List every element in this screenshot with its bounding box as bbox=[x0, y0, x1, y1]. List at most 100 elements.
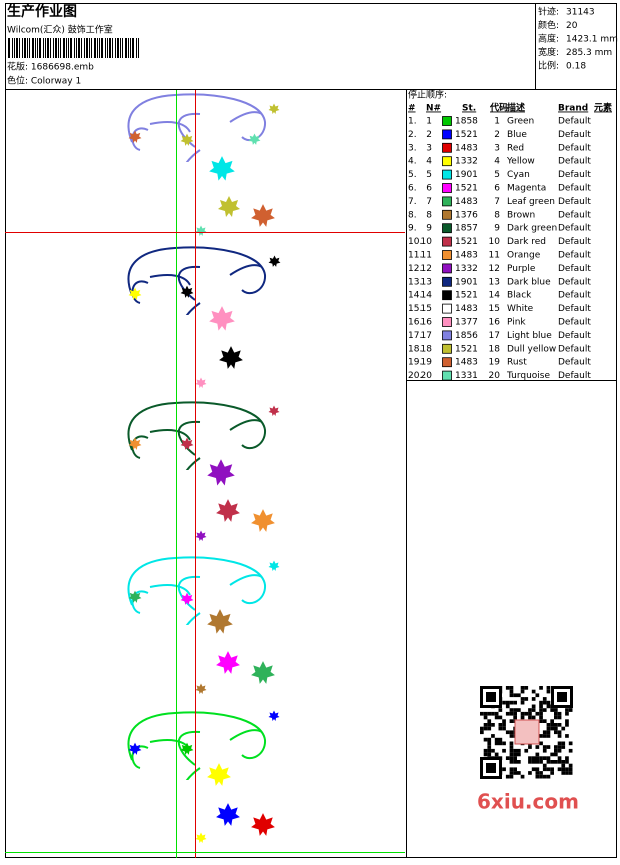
color-swatch bbox=[442, 236, 452, 247]
qr-cell bbox=[535, 745, 540, 749]
qr-cell bbox=[480, 726, 484, 731]
bar-stripe bbox=[107, 38, 108, 58]
qr-cell bbox=[568, 767, 573, 772]
swirl bbox=[127, 93, 267, 162]
row-index: 17. bbox=[408, 331, 422, 341]
qr-cell bbox=[513, 767, 517, 772]
bar-stripe bbox=[12, 38, 13, 58]
qr-cell bbox=[505, 700, 510, 705]
row-code: 5 bbox=[494, 170, 500, 180]
leaf bbox=[216, 803, 240, 826]
bar-stripe bbox=[37, 38, 38, 58]
row-index: 15. bbox=[408, 304, 422, 314]
row-stitches: 1521 bbox=[455, 184, 478, 194]
row-n: 7 bbox=[426, 197, 432, 207]
qr-cell bbox=[539, 686, 543, 690]
row-description: Dark red bbox=[507, 237, 546, 247]
leaf bbox=[195, 377, 207, 388]
qr-cell bbox=[520, 711, 525, 716]
row-index: 2. bbox=[408, 130, 417, 140]
qr-cell bbox=[513, 708, 517, 712]
row-n: 4 bbox=[426, 157, 432, 167]
bar-stripe bbox=[60, 38, 61, 58]
swirl bbox=[127, 711, 267, 780]
bar-stripe bbox=[76, 38, 77, 58]
leaf bbox=[268, 405, 280, 416]
bar-stripe bbox=[105, 38, 106, 58]
qr-cell bbox=[494, 715, 499, 720]
row-brand: Default bbox=[558, 143, 591, 153]
qr-cell bbox=[517, 760, 521, 764]
qr-cell bbox=[483, 711, 488, 716]
bar-stripe bbox=[50, 38, 51, 58]
leaves bbox=[128, 103, 281, 843]
qr-cell bbox=[513, 700, 517, 705]
qr-cell bbox=[491, 723, 495, 727]
qr-cell bbox=[546, 726, 551, 731]
color-swatch bbox=[442, 196, 452, 207]
qr-cell bbox=[498, 715, 503, 720]
leaf bbox=[207, 763, 231, 786]
row-code: 12 bbox=[489, 264, 500, 274]
qr-cell bbox=[502, 723, 506, 727]
bar-stripe bbox=[58, 38, 59, 58]
qr-cell bbox=[520, 697, 525, 701]
row-code: 2 bbox=[494, 130, 500, 140]
qr-cell bbox=[557, 745, 562, 749]
row-index: 12. bbox=[408, 264, 422, 274]
row-brand: Default bbox=[558, 157, 591, 167]
qr-cell bbox=[509, 774, 514, 779]
bar-stripe bbox=[128, 38, 129, 58]
row-brand: Default bbox=[558, 358, 591, 368]
row-index: 14. bbox=[408, 291, 422, 301]
row-stitches: 1521 bbox=[455, 237, 478, 247]
qr-cell bbox=[509, 771, 514, 775]
qr-cell bbox=[509, 689, 514, 694]
color-swatch bbox=[442, 263, 452, 274]
leaf bbox=[268, 710, 280, 721]
qr-cell bbox=[494, 711, 499, 716]
qr-cell bbox=[487, 726, 492, 731]
qr-cell bbox=[539, 756, 543, 760]
qr-cell bbox=[568, 708, 573, 712]
color-swatch bbox=[442, 357, 452, 368]
qr-cell bbox=[539, 719, 543, 723]
qr-cell bbox=[487, 752, 492, 757]
bar-stripe bbox=[14, 38, 15, 58]
qr-cell bbox=[509, 745, 514, 749]
qr-cell bbox=[502, 741, 506, 746]
info-value: 0.18 bbox=[566, 62, 586, 72]
row-n: 12 bbox=[421, 264, 432, 274]
row-n: 5 bbox=[426, 170, 432, 180]
row-code: 17 bbox=[489, 331, 500, 341]
qr-cell bbox=[509, 711, 514, 716]
row-brand: Default bbox=[558, 344, 591, 354]
row-code: 3 bbox=[494, 143, 500, 153]
row-code: 13 bbox=[489, 277, 500, 287]
qr-cell bbox=[546, 704, 551, 709]
row-stitches: 1901 bbox=[455, 277, 478, 287]
bar-stripe bbox=[122, 38, 123, 58]
column-header: 元素 bbox=[594, 102, 612, 114]
qr-cell bbox=[542, 745, 547, 749]
row-description: Blue bbox=[507, 130, 527, 140]
bar-stripe bbox=[120, 38, 121, 58]
qr-cell bbox=[546, 734, 551, 738]
qr-cell bbox=[505, 686, 510, 690]
qr-cell bbox=[561, 760, 566, 764]
bar-stripe bbox=[55, 38, 57, 58]
bar-stripe bbox=[19, 38, 20, 58]
row-stitches: 1483 bbox=[455, 197, 478, 207]
row-description: Magenta bbox=[507, 184, 546, 194]
qr-cell bbox=[524, 697, 529, 701]
bar-stripe bbox=[32, 38, 34, 58]
qr-cell bbox=[531, 689, 536, 694]
qr-cell bbox=[539, 774, 543, 779]
qr-cell bbox=[542, 734, 547, 738]
qr-cell bbox=[480, 730, 484, 735]
qr-cell bbox=[550, 760, 554, 764]
row-code: 20 bbox=[489, 371, 501, 381]
row-n: 15 bbox=[421, 304, 432, 314]
qr-cell bbox=[498, 708, 503, 712]
info-value: 285.3 mm bbox=[566, 48, 612, 58]
